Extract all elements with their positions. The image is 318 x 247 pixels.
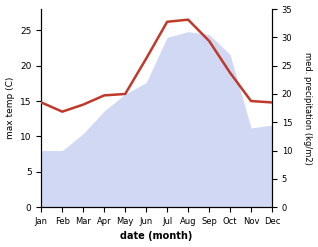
Y-axis label: med. precipitation (kg/m2): med. precipitation (kg/m2) bbox=[303, 52, 313, 165]
Y-axis label: max temp (C): max temp (C) bbox=[5, 77, 15, 139]
X-axis label: date (month): date (month) bbox=[121, 231, 193, 242]
